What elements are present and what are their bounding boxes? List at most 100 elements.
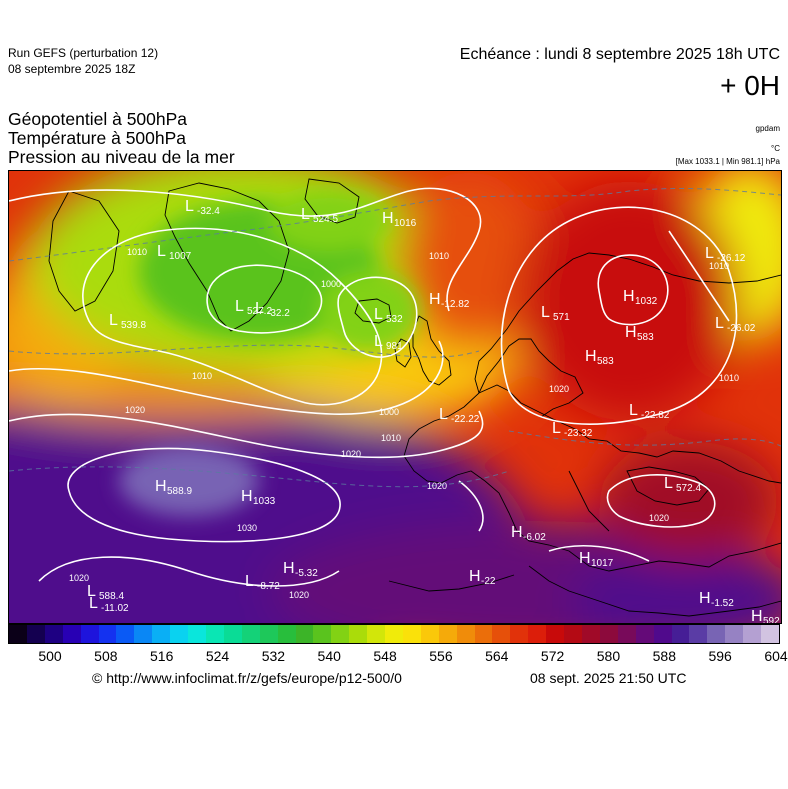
isobar-labels: 1010 1010 1000 1000 1010 1010 1020 1020 1020 1030…	[69, 247, 739, 600]
colorbar-tick-label: 596	[708, 648, 732, 664]
high-pressure-center: H 1033	[241, 488, 276, 507]
low-pressure-center: L -22.82	[629, 402, 670, 421]
high-pressure-center: H 1017	[579, 550, 614, 569]
colorbar-swatch	[474, 625, 493, 643]
center-value: -32.2	[267, 308, 290, 319]
isobar-label: 1020	[427, 481, 447, 491]
center-letter: L	[705, 245, 714, 262]
source-credit: © http://www.infoclimat.fr/z/gefs/europe…	[92, 670, 402, 686]
colorbar-tick-label: 572	[540, 648, 565, 664]
coastlines	[48, 178, 781, 617]
colorbar-swatch	[277, 625, 296, 643]
colorbar-tick-label: 588	[652, 648, 676, 664]
isobar-label: 1010	[381, 433, 401, 443]
center-letter: L	[439, 406, 448, 423]
center-value: 592	[763, 616, 780, 623]
unit-geopotential: gpdam	[755, 124, 780, 133]
isobars	[9, 187, 738, 587]
colorbar-swatch	[9, 625, 27, 643]
center-letter: H	[585, 348, 597, 365]
center-value: 583	[597, 356, 614, 367]
colorbar-swatch	[743, 625, 762, 643]
isobar-label: 1020	[649, 513, 669, 523]
colorbar-swatch	[420, 625, 439, 643]
colorbar-swatch	[223, 625, 242, 643]
center-value: 588.4	[99, 591, 124, 602]
colorbar-swatch	[170, 625, 189, 643]
center-value: -22	[481, 576, 496, 587]
center-letter: H	[283, 560, 295, 577]
isobar-label: 1010	[127, 247, 147, 257]
center-value: 588.9	[167, 486, 192, 497]
colorbar-swatch	[385, 625, 403, 643]
lead-time: + 0H	[720, 70, 780, 101]
colorbar-swatch	[259, 625, 278, 643]
colorbar-swatch	[689, 625, 708, 643]
unit-pressure-range: [Max 1033.1 | Min 981.1] hPa	[675, 157, 780, 166]
colorbar-swatch	[116, 625, 135, 643]
low-pressure-center: L 1007	[157, 243, 192, 262]
colorbar-tick-label: 532	[261, 648, 286, 664]
colorbar-swatch	[62, 625, 81, 643]
center-letter: L	[185, 198, 194, 215]
center-letter: H	[511, 524, 523, 541]
colorbar-swatch	[528, 625, 547, 643]
isobar-label: 1020	[125, 405, 145, 415]
colorbar-swatch	[761, 625, 779, 643]
colorbar-tick-label: 556	[429, 648, 453, 664]
center-value: 539.8	[121, 320, 146, 331]
isobar-label: 1020	[341, 449, 361, 459]
colorbar-swatch	[402, 625, 421, 643]
low-pressure-center: L 539.8	[109, 312, 146, 331]
low-pressure-center: L 981	[374, 333, 403, 352]
run-title: Run GEFS (perturbation 12)	[8, 46, 159, 60]
center-value: 1032	[635, 296, 658, 307]
center-value: -8.72	[257, 581, 280, 592]
colorbar-swatch	[510, 625, 529, 643]
center-letter: H	[751, 608, 763, 623]
colorbar-swatch	[26, 625, 45, 643]
colorbar-swatch	[725, 625, 744, 643]
variable-pressure: Pression au niveau de la mer	[8, 147, 235, 167]
colorbar-swatch	[188, 625, 206, 643]
center-value: 532	[386, 314, 403, 325]
low-pressure-center: L 588.4	[87, 583, 124, 602]
center-letter: L	[715, 315, 724, 332]
high-pressure-center: H 583	[625, 324, 654, 343]
center-value: -22.82	[641, 410, 670, 421]
colorbar-swatch	[599, 625, 618, 643]
low-pressure-center: L -23.32	[552, 420, 593, 439]
high-pressure-center: H -5.32	[283, 560, 318, 579]
center-letter: H	[429, 291, 441, 308]
colorbar-labels: 500 508 516 524 532 540 548 556 564 572 580 588 596 6…	[8, 648, 787, 666]
high-pressure-center: H -1.52	[699, 590, 734, 609]
center-letter: L	[89, 595, 98, 612]
center-letter: L	[87, 583, 96, 600]
low-pressure-center: L -26.02	[715, 315, 756, 334]
center-value: -26.12	[717, 253, 746, 264]
center-letter: L	[374, 333, 383, 350]
colorbar-swatch	[546, 625, 565, 643]
center-value: 572.4	[676, 483, 701, 494]
variable-geopotential: Géopotentiel à 500hPa	[8, 109, 188, 129]
center-letter: H	[579, 550, 591, 567]
low-pressure-center: L 572.4	[664, 475, 701, 494]
colorbar-swatch	[205, 625, 224, 643]
colorbar-tick-label: 548	[373, 648, 397, 664]
colorbar-swatch	[241, 625, 260, 643]
center-letter: L	[255, 300, 264, 317]
colorbar-swatch	[98, 625, 117, 643]
colorbar-tick-label: 508	[94, 648, 118, 664]
low-pressure-center: L 532	[374, 306, 403, 325]
high-pressure-center: H 592	[751, 608, 780, 623]
high-pressure-center: H 583	[585, 348, 614, 367]
center-letter: H	[155, 478, 167, 495]
center-letter: L	[552, 420, 561, 437]
center-value: 1007	[169, 251, 192, 262]
isobar-label: 1000	[321, 279, 341, 289]
colorbar-swatch	[134, 625, 153, 643]
colorbar-swatch	[617, 625, 636, 643]
variable-temperature: Température à 500hPa	[8, 128, 187, 148]
low-pressure-center: L 527.2	[235, 298, 272, 317]
high-pressure-center: H -12.82	[429, 291, 470, 310]
